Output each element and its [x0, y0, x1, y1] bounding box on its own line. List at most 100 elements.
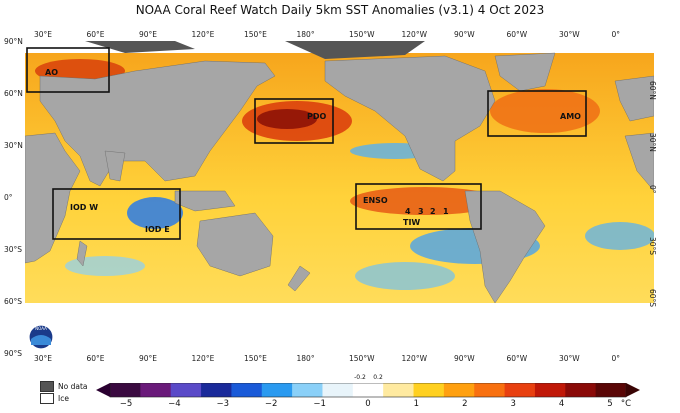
- noaa-logo: NOAA: [28, 324, 54, 350]
- lon-tick-bot: 90°W: [454, 354, 475, 363]
- lon-tick-top: 90°E: [139, 30, 158, 39]
- colorbar-cell: [201, 383, 232, 397]
- colorbar-cell: [292, 383, 323, 397]
- land-europe: [614, 75, 654, 122]
- lon-tick-top: 60°W: [506, 30, 528, 39]
- lat-tick-left: 30°N: [4, 141, 23, 150]
- lon-tick-top: 150°W: [349, 30, 375, 39]
- land-se-asia: [174, 190, 236, 212]
- spac-cool-patch-2: [355, 262, 455, 290]
- land-north-america: [324, 55, 496, 182]
- lat-tick-right: 30°N: [648, 133, 657, 152]
- land-australia: [196, 212, 274, 277]
- noaa-logo-text: NOAA: [35, 326, 47, 331]
- colorbar-cell: [110, 383, 141, 397]
- ice-swatch: [40, 393, 54, 404]
- colorbar-cell: [170, 383, 202, 397]
- legend-no-data: No data: [40, 381, 87, 392]
- iod-region-box: [52, 188, 181, 240]
- colorbar-tick-label: 2: [462, 399, 468, 409]
- colorbar-cell: [231, 383, 263, 397]
- lon-tick-bot: 0°: [611, 354, 621, 363]
- land-south-america: [464, 190, 546, 304]
- tiw-label: TIW: [403, 218, 420, 227]
- land-greenland: [494, 52, 556, 92]
- ice-label: Ice: [58, 394, 69, 403]
- lon-tick-top: 30°E: [34, 30, 53, 39]
- colorbar-tick-label: −3: [216, 399, 230, 409]
- colorbar-tick-label: −5: [119, 399, 133, 409]
- lon-tick-bot: 60°W: [506, 354, 528, 363]
- colorbar-cell: [595, 383, 627, 397]
- colorbar-cell: [443, 383, 475, 397]
- colorbar-tick-label: 1: [413, 399, 420, 409]
- colorbar-tick-label: −4: [168, 399, 181, 409]
- iod-w-label: IOD W: [70, 203, 98, 212]
- sind-cool-patch: [65, 256, 145, 276]
- colorbar-cell: [261, 383, 293, 397]
- lat-tick-right: 60°S: [648, 289, 657, 308]
- lat-tick-left: 90°S: [4, 349, 23, 358]
- lon-tick-bot: 60°E: [86, 354, 105, 363]
- land-new-zealand: [287, 265, 311, 292]
- pdo-region-box: [254, 98, 334, 144]
- land-africa-west: [624, 132, 654, 192]
- colorbar-cell: [534, 383, 566, 397]
- colorbar-tick-label: 0: [365, 399, 371, 409]
- pdo-core-patch: [257, 109, 317, 129]
- lon-tick-bot: 150°E: [244, 354, 267, 363]
- colorbar-cell: [352, 383, 384, 397]
- lon-tick-top: 120°E: [191, 30, 215, 39]
- iod-cool-patch: [127, 197, 183, 229]
- no-data-label: No data: [58, 382, 88, 391]
- enso-region-box: [355, 183, 482, 230]
- satl-cool-patch: [585, 222, 654, 250]
- lon-tick-top: 90°W: [454, 30, 475, 39]
- ao-label: AO: [45, 68, 58, 77]
- map-title: NOAA Coral Reef Watch Daily 5km SST Anom…: [135, 3, 545, 17]
- colorbar-unit: °C: [620, 399, 632, 409]
- colorbar-small-tick: -0.2: [354, 374, 366, 381]
- nino-3-label: 3: [418, 207, 424, 216]
- colorbar-cell: [140, 383, 172, 397]
- lat-tick-left: 60°S: [4, 297, 23, 306]
- colorbar-left-arrow: [96, 383, 110, 397]
- lon-tick-top: 150°E: [244, 30, 267, 39]
- colorbar-tick-label: 5: [607, 399, 613, 409]
- lon-tick-bot: 180°: [296, 354, 315, 363]
- nino-2-label: 2: [430, 207, 436, 216]
- colorbar-cell: [322, 383, 354, 397]
- amo-warm-patch: [490, 89, 600, 133]
- land-madagascar: [76, 240, 88, 267]
- lon-tick-top: 120°W: [401, 30, 427, 39]
- colorbar-cell: [474, 383, 506, 397]
- no-data-swatch: [40, 381, 54, 392]
- lat-tick-left: 0°: [4, 193, 13, 202]
- land-india: [104, 150, 126, 182]
- lon-tick-bot: 30°W: [559, 354, 580, 363]
- arctic-nodata: [85, 41, 425, 59]
- colorbar-cell: [413, 383, 445, 397]
- colorbar: [96, 383, 640, 398]
- iod-e-label: IOD E: [145, 225, 170, 234]
- colorbar-tick-label: −2: [264, 399, 278, 409]
- lat-tick-left: 30°S: [4, 245, 23, 254]
- colorbar-cell: [504, 383, 536, 397]
- lat-tick-right: 0°: [648, 185, 657, 194]
- lon-tick-top: 0°: [611, 30, 621, 39]
- lat-tick-left: 60°N: [4, 89, 23, 98]
- lon-tick-bot: 90°E: [139, 354, 158, 363]
- nino-1-label: 1: [443, 207, 449, 216]
- amo-region-box: [487, 90, 587, 137]
- sst-anomaly-map: AO PDO AMO IOD W IOD E ENSO TIW 1 2 3 4 …: [25, 41, 654, 355]
- antarctic-ice: [25, 303, 654, 355]
- enso-label: ENSO: [363, 196, 388, 205]
- lat-tick-right: 60°N: [648, 81, 657, 100]
- colorbar-small-tick: 0.2: [373, 374, 383, 381]
- pdo-label: PDO: [307, 112, 327, 121]
- nino-4-label: 4: [405, 207, 411, 216]
- colorbar-right-arrow: [626, 383, 640, 397]
- amo-label: AMO: [560, 112, 581, 121]
- colorbar-tick-label: 3: [510, 399, 516, 409]
- lon-tick-bot: 120°E: [191, 354, 215, 363]
